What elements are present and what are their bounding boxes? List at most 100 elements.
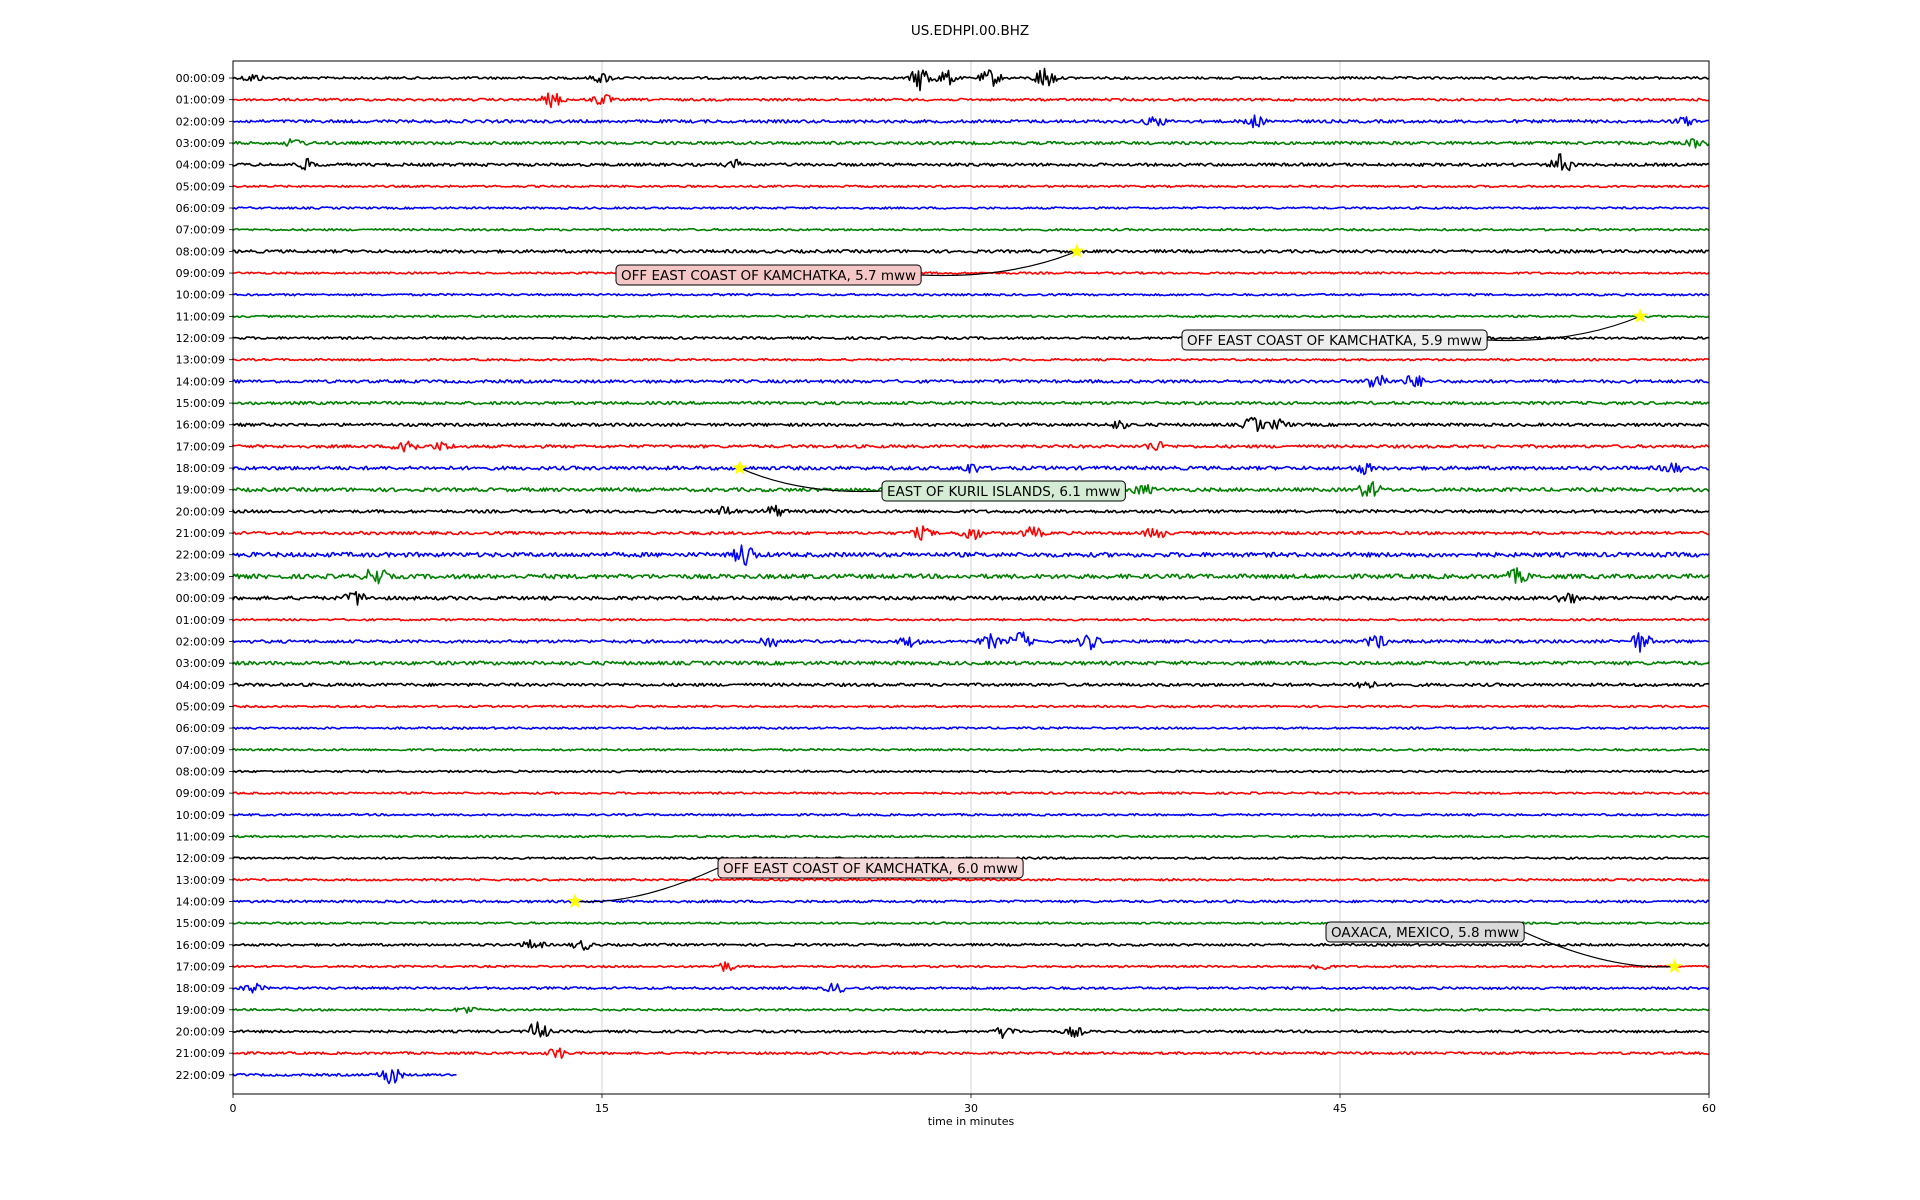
row-label-26: 02:00:09 <box>176 635 225 648</box>
trace-row-26 <box>232 631 1710 653</box>
trace-row-35 <box>232 834 1710 839</box>
trace-row-28 <box>232 681 1710 689</box>
row-label-25: 01:00:09 <box>176 614 225 627</box>
annotation-label-1: OFF EAST COAST OF KAMCHATKA, 5.9 mww <box>1187 333 1482 349</box>
x-axis: 0 15 30 45 60 <box>230 1094 1716 1115</box>
trace-row-17 <box>232 440 1710 453</box>
trace-row-32 <box>232 769 1710 774</box>
trace-row-46 <box>232 1068 457 1085</box>
annotation-connector-1 <box>1487 315 1641 342</box>
event-star-icon-2 <box>732 460 748 475</box>
trace-row-25 <box>232 618 1710 622</box>
row-label-23: 23:00:09 <box>176 570 225 583</box>
row-label-45: 21:00:09 <box>176 1047 225 1060</box>
row-label-41: 17:00:09 <box>176 960 225 973</box>
trace-row-6 <box>232 206 1710 210</box>
row-label-29: 05:00:09 <box>176 700 225 713</box>
row-label-34: 10:00:09 <box>176 809 225 822</box>
trace-row-37 <box>232 878 1710 882</box>
trace-row-4 <box>232 153 1710 172</box>
row-label-20: 20:00:09 <box>176 505 225 518</box>
x-tick-label-4: 60 <box>1702 1102 1716 1115</box>
event-star-icon-1 <box>1632 308 1648 323</box>
row-label-28: 04:00:09 <box>176 679 225 692</box>
event-annotation-0: OFF EAST COAST OF KAMCHATKA, 5.7 mww <box>615 243 1085 286</box>
trace-row-9 <box>232 271 1710 275</box>
trace-row-29 <box>232 704 1710 709</box>
event-annotations: OFF EAST COAST OF KAMCHATKA, 5.7 mww OFF … <box>567 243 1683 973</box>
trace-row-44 <box>232 1021 1710 1039</box>
row-label-11: 11:00:09 <box>176 310 225 323</box>
row-label-37: 13:00:09 <box>176 874 225 887</box>
trace-row-8 <box>232 249 1710 254</box>
x-tick-label-3: 45 <box>1333 1102 1347 1115</box>
row-label-3: 03:00:09 <box>176 137 225 150</box>
row-label-27: 03:00:09 <box>176 657 225 670</box>
row-label-24: 00:00:09 <box>176 592 225 605</box>
trace-row-10 <box>232 292 1710 297</box>
trace-row-38 <box>232 899 1710 904</box>
trace-row-18 <box>232 462 1710 476</box>
trace-row-31 <box>232 748 1710 752</box>
annotation-connector-3 <box>574 867 719 903</box>
traces-layer <box>232 67 1710 1085</box>
trace-row-36 <box>232 856 1710 860</box>
plot-frame <box>232 60 1710 1095</box>
row-label-38: 14:00:09 <box>176 895 225 908</box>
trace-row-40 <box>232 939 1710 951</box>
x-tick-label-2: 30 <box>964 1102 978 1115</box>
row-label-4: 04:00:09 <box>176 159 225 172</box>
row-label-8: 08:00:09 <box>176 245 225 258</box>
event-annotation-1: OFF EAST COAST OF KAMCHATKA, 5.9 mww <box>1181 308 1648 351</box>
trace-row-22 <box>232 544 1710 566</box>
trace-row-33 <box>232 791 1710 795</box>
x-tick-label-0: 0 <box>230 1102 237 1115</box>
trace-row-11 <box>232 314 1710 319</box>
row-label-30: 06:00:09 <box>176 722 225 735</box>
row-label-16: 16:00:09 <box>176 419 225 432</box>
row-label-5: 05:00:09 <box>176 180 225 193</box>
trace-row-7 <box>232 227 1710 232</box>
row-labels: 00:00:09 01:00:09 02:00:09 03:00:09 04:00:09… <box>176 72 233 1082</box>
row-label-10: 10:00:09 <box>176 289 225 302</box>
row-label-6: 06:00:09 <box>176 202 225 215</box>
annotation-box-3 <box>717 857 1024 879</box>
trace-row-30 <box>232 726 1710 730</box>
trace-row-45 <box>232 1047 1710 1059</box>
row-label-46: 22:00:09 <box>176 1069 225 1082</box>
row-label-32: 08:00:09 <box>176 765 225 778</box>
row-label-19: 19:00:09 <box>176 484 225 497</box>
annotation-label-0: OFF EAST COAST OF KAMCHATKA, 5.7 mww <box>621 268 916 284</box>
annotation-connector-4 <box>1523 931 1675 968</box>
trace-row-23 <box>232 567 1710 585</box>
trace-row-14 <box>232 374 1710 388</box>
trace-row-43 <box>232 1006 1710 1014</box>
trace-row-34 <box>232 813 1710 817</box>
trace-row-24 <box>232 590 1710 606</box>
row-label-42: 18:00:09 <box>176 982 225 995</box>
chart-title: US.EDHPI.00.BHZ <box>911 23 1029 39</box>
row-label-36: 12:00:09 <box>176 852 225 865</box>
row-label-35: 11:00:09 <box>176 830 225 843</box>
row-label-22: 22:00:09 <box>176 549 225 562</box>
row-label-21: 21:00:09 <box>176 527 225 540</box>
row-label-43: 19:00:09 <box>176 1004 225 1017</box>
row-label-14: 14:00:09 <box>176 375 225 388</box>
trace-row-2 <box>232 114 1710 129</box>
event-star-icon-4 <box>1667 958 1683 973</box>
trace-row-16 <box>232 416 1710 433</box>
trace-row-15 <box>232 400 1710 406</box>
trace-row-0 <box>232 67 1710 92</box>
row-label-31: 07:00:09 <box>176 744 225 757</box>
row-label-7: 07:00:09 <box>176 224 225 237</box>
trace-row-20 <box>232 504 1710 517</box>
annotation-label-2: EAST OF KURIL ISLANDS, 6.1 mww <box>887 484 1120 500</box>
trace-row-3 <box>232 138 1710 149</box>
row-label-0: 00:00:09 <box>176 72 225 85</box>
row-label-12: 12:00:09 <box>176 332 225 345</box>
annotation-box-4 <box>1325 921 1525 943</box>
trace-row-41 <box>232 961 1710 972</box>
row-label-15: 15:00:09 <box>176 397 225 410</box>
row-label-33: 09:00:09 <box>176 787 225 800</box>
trace-row-27 <box>232 660 1710 666</box>
